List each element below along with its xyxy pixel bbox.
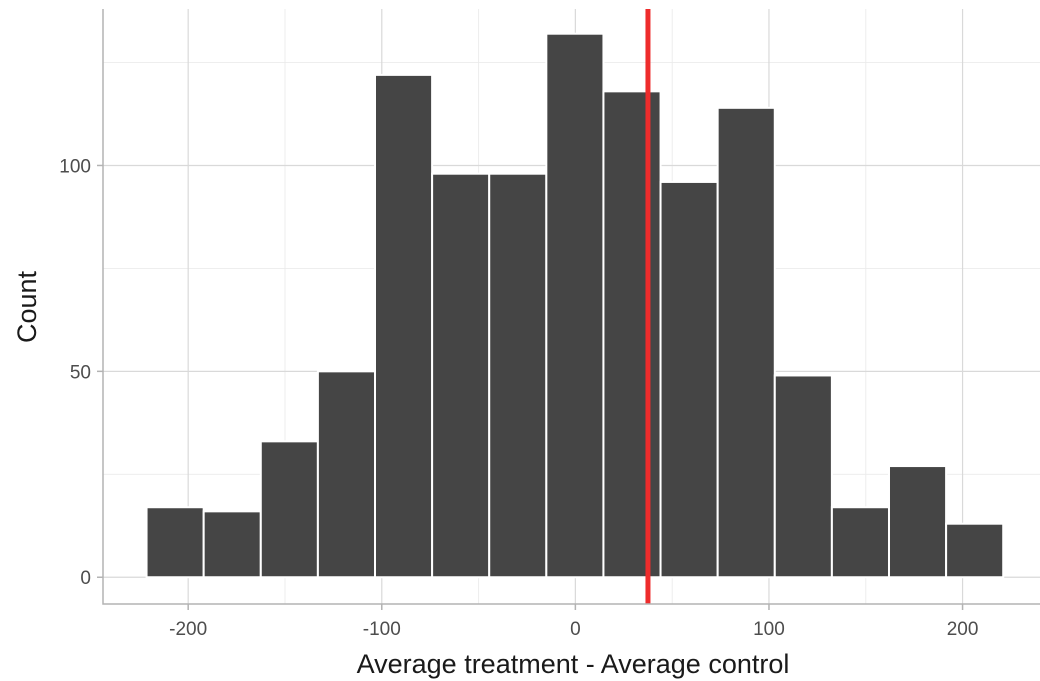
axis-frame (102, 9, 1040, 605)
x-tick-label: -100 (363, 619, 401, 640)
x-tick-label: 100 (753, 619, 785, 640)
histogram-bar (488, 172, 548, 579)
histogram-bar (202, 510, 262, 579)
y-axis-title: Count (12, 270, 42, 343)
x-axis-title: Average treatment - Average control (357, 649, 790, 679)
histogram-bar (374, 73, 434, 579)
histogram-bar (259, 440, 319, 579)
y-tick-label: 50 (70, 362, 91, 383)
histogram-bar (887, 465, 948, 579)
histogram-bar (945, 522, 1005, 579)
histogram-bar (716, 106, 776, 579)
histogram-bar (431, 172, 491, 579)
y-tick-label: 0 (80, 568, 91, 589)
histogram-bar (659, 180, 719, 579)
histogram-bar (773, 374, 833, 579)
axes-layer: -200 -100 0 100 200 0 50 100 (59, 9, 1040, 640)
histogram-bar (545, 32, 605, 579)
x-tick-label: 0 (570, 619, 581, 640)
histogram-bar (316, 370, 377, 579)
y-tick-label: 100 (59, 156, 91, 177)
x-tick-label: -200 (169, 619, 207, 640)
x-tick-label: 200 (947, 619, 979, 640)
histogram-bar (145, 506, 205, 579)
histogram-bar (602, 90, 662, 579)
histogram-bar (830, 506, 890, 579)
bars-layer (145, 32, 1005, 579)
